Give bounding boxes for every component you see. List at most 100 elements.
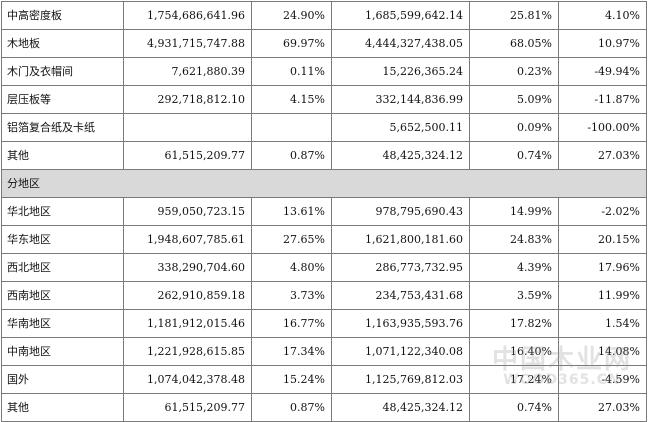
prior-share: 17.82% — [469, 309, 559, 338]
prior-share: 17.24% — [469, 365, 559, 394]
prior-amount: 978,795,690.43 — [331, 197, 470, 226]
table-row: 华东地区 1,948,607,785.61 27.65% 1,621,800,181.… — [1, 225, 647, 254]
current-share: 13.61% — [251, 197, 332, 226]
row-label: 华南地区 — [1, 309, 124, 338]
table-row: 西北地区 338,290,704.60 4.80% 286,773,732.95 4.3… — [1, 253, 647, 282]
current-amount: 292,718,812.10 — [123, 85, 252, 114]
yoy-change: 27.03% — [558, 393, 647, 422]
yoy-change: 4.10% — [558, 1, 647, 30]
prior-amount: 332,144,836.99 — [331, 85, 470, 114]
prior-amount: 48,425,324.12 — [331, 393, 470, 422]
prior-share: 16.40% — [469, 337, 559, 366]
prior-share: 4.39% — [469, 253, 559, 282]
row-label: 其他 — [1, 141, 124, 170]
section-header-row: 分地区 — [1, 169, 647, 198]
yoy-change: 10.97% — [558, 29, 647, 58]
yoy-change: 27.03% — [558, 141, 647, 170]
row-label: 层压板等 — [1, 85, 124, 114]
prior-share: 0.09% — [469, 113, 559, 142]
row-label: 木地板 — [1, 29, 124, 58]
current-amount: 1,181,912,015.46 — [123, 309, 252, 338]
current-amount: 61,515,209.77 — [123, 393, 252, 422]
table-row: 木地板 4,931,715,747.88 69.97% 4,444,327,438.0… — [1, 29, 647, 58]
table-row: 层压板等 292,718,812.10 4.15% 332,144,836.99 5.0… — [1, 85, 647, 114]
table-row: 其他 61,515,209.77 0.87% 48,425,324.12 0.74% 27… — [1, 393, 647, 422]
prior-amount: 5,652,500.11 — [331, 113, 470, 142]
table-row: 西南地区 262,910,859.18 3.73% 234,753,431.68 3.5… — [1, 281, 647, 310]
current-share: 4.80% — [251, 253, 332, 282]
current-share: 3.73% — [251, 281, 332, 310]
prior-share: 3.59% — [469, 281, 559, 310]
prior-amount: 1,685,599,642.14 — [331, 1, 470, 30]
row-label: 国外 — [1, 365, 124, 394]
table-row: 国外 1,074,042,378.48 15.24% 1,125,769,812.03… — [1, 365, 647, 394]
row-label: 西南地区 — [1, 281, 124, 310]
table-row: 其他 61,515,209.77 0.87% 48,425,324.12 0.74% 27… — [1, 141, 647, 170]
row-label: 木门及衣帽间 — [1, 57, 124, 86]
current-share: 27.65% — [251, 225, 332, 254]
yoy-change: -2.02% — [558, 197, 647, 226]
table-row: 铝箔复合纸及卡纸 5,652,500.11 0.09% -100.00% — [1, 113, 647, 142]
row-label: 铝箔复合纸及卡纸 — [1, 113, 124, 142]
current-share: 16.77% — [251, 309, 332, 338]
prior-share: 25.81% — [469, 1, 559, 30]
current-amount: 1,754,686,641.96 — [123, 1, 252, 30]
row-label: 西北地区 — [1, 253, 124, 282]
current-amount: 959,050,723.15 — [123, 197, 252, 226]
current-amount: 7,621,880.39 — [123, 57, 252, 86]
yoy-change: 14.08% — [558, 337, 647, 366]
prior-amount: 1,621,800,181.60 — [331, 225, 470, 254]
yoy-change: 20.15% — [558, 225, 647, 254]
prior-share: 5.09% — [469, 85, 559, 114]
row-label: 华东地区 — [1, 225, 124, 254]
current-amount: 338,290,704.60 — [123, 253, 252, 282]
prior-share: 0.74% — [469, 393, 559, 422]
current-amount — [123, 113, 252, 142]
row-label: 华北地区 — [1, 197, 124, 226]
table-row: 中南地区 1,221,928,615.85 17.34% 1,071,122,340.… — [1, 337, 647, 366]
prior-share: 24.83% — [469, 225, 559, 254]
yoy-change: 1.54% — [558, 309, 647, 338]
current-amount: 61,515,209.77 — [123, 141, 252, 170]
yoy-change: 11.99% — [558, 281, 647, 310]
prior-amount: 1,163,935,593.76 — [331, 309, 470, 338]
yoy-change: -4.59% — [558, 365, 647, 394]
prior-share: 68.05% — [469, 29, 559, 58]
table-row: 木门及衣帽间 7,621,880.39 0.11% 15,226,365.24 0.23… — [1, 57, 647, 86]
current-amount: 1,074,042,378.48 — [123, 365, 252, 394]
current-share: 4.15% — [251, 85, 332, 114]
prior-amount: 1,071,122,340.08 — [331, 337, 470, 366]
current-share: 0.87% — [251, 141, 332, 170]
row-label: 其他 — [1, 393, 124, 422]
yoy-change: -100.00% — [558, 113, 647, 142]
current-share: 0.11% — [251, 57, 332, 86]
current-share: 24.90% — [251, 1, 332, 30]
yoy-change: -11.87% — [558, 85, 647, 114]
prior-share: 0.74% — [469, 141, 559, 170]
current-amount: 262,910,859.18 — [123, 281, 252, 310]
table-row: 华南地区 1,181,912,015.46 16.77% 1,163,935,593.… — [1, 309, 647, 338]
prior-amount: 48,425,324.12 — [331, 141, 470, 170]
prior-share: 14.99% — [469, 197, 559, 226]
prior-amount: 15,226,365.24 — [331, 57, 470, 86]
prior-amount: 234,753,431.68 — [331, 281, 470, 310]
row-label: 中高密度板 — [1, 1, 124, 30]
current-share: 15.24% — [251, 365, 332, 394]
prior-amount: 286,773,732.95 — [331, 253, 470, 282]
table-row: 华北地区 959,050,723.15 13.61% 978,795,690.43 14… — [1, 197, 647, 226]
section-title: 分地区 — [1, 169, 647, 198]
current-amount: 4,931,715,747.88 — [123, 29, 252, 58]
table-row: 中高密度板 1,754,686,641.96 24.90% 1,685,599,642… — [1, 1, 647, 30]
current-share: 69.97% — [251, 29, 332, 58]
current-share: 17.34% — [251, 337, 332, 366]
prior-share: 0.23% — [469, 57, 559, 86]
row-label: 中南地区 — [1, 337, 124, 366]
current-amount: 1,948,607,785.61 — [123, 225, 252, 254]
prior-amount: 4,444,327,438.05 — [331, 29, 470, 58]
prior-amount: 1,125,769,812.03 — [331, 365, 470, 394]
current-amount: 1,221,928,615.85 — [123, 337, 252, 366]
yoy-change: -49.94% — [558, 57, 647, 86]
yoy-change: 17.96% — [558, 253, 647, 282]
current-share — [251, 113, 332, 142]
